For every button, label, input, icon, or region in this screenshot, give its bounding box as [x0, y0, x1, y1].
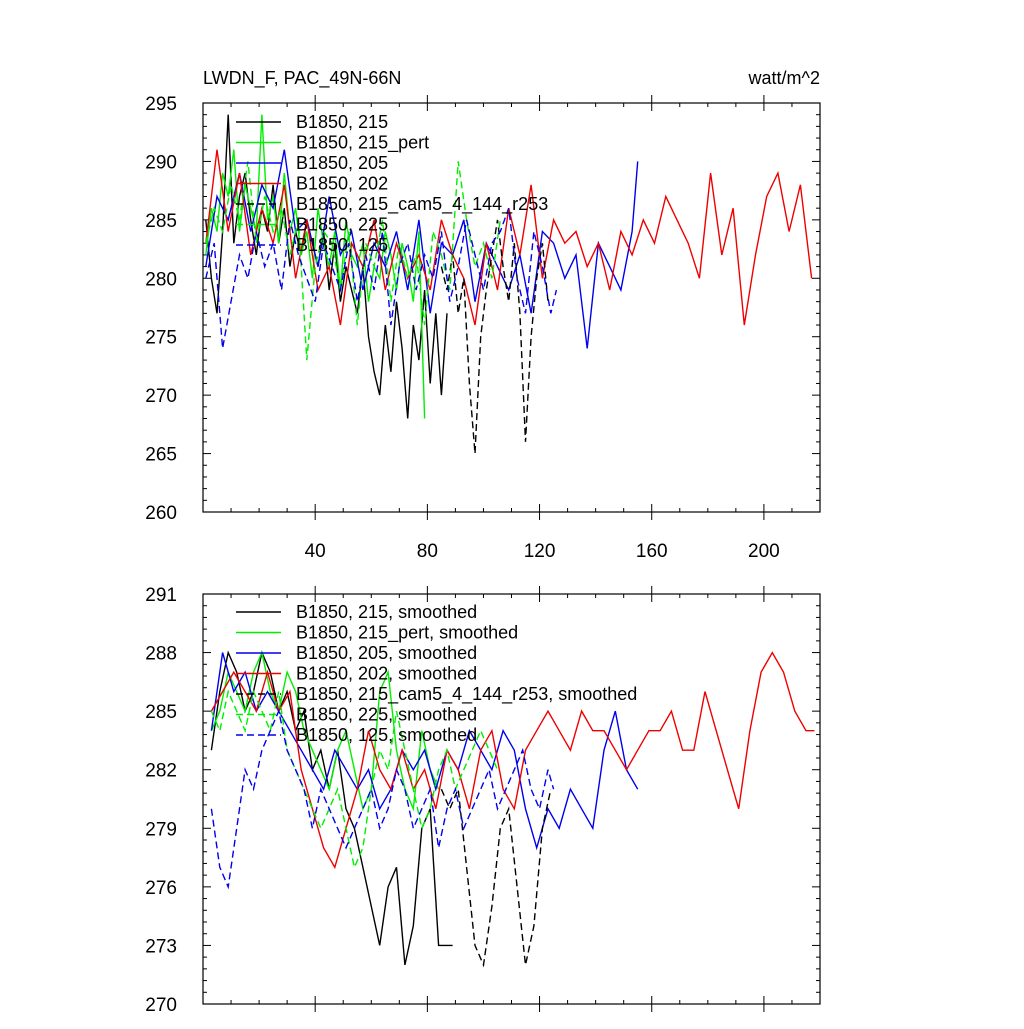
series-line-4: [440, 786, 552, 968]
legend-label: B1850, 205: [296, 153, 388, 173]
legend-label: B1850, 202, smoothed: [296, 664, 477, 684]
legend-label: B1850, 125, smoothed: [296, 725, 477, 745]
series-line-3: [210, 651, 815, 870]
y-tick-label: 295: [145, 94, 177, 115]
x-tick-label: 120: [524, 541, 556, 562]
y-tick-label: 291: [145, 585, 177, 606]
y-tick-label: 280: [145, 269, 177, 290]
legend-label: B1850, 215_cam5_4_144_r253: [296, 194, 548, 215]
y-tick-label: 285: [145, 211, 177, 232]
series-line-2: [205, 149, 639, 349]
chart-panel-top: 40 80 120 160 200 260 265 270 275 280 285 290 295 LWD…: [145, 68, 821, 562]
y-tick-label: 265: [145, 445, 177, 466]
series-line-6: [210, 708, 555, 890]
series-line-1: [210, 650, 440, 812]
legend-label: B1850, 215, smoothed: [296, 602, 477, 622]
series-line-1: [205, 114, 426, 419]
series-line-4: [440, 219, 549, 454]
units-label: watt/m^2: [748, 68, 820, 88]
legend-label: B1850, 125: [296, 235, 388, 255]
x-tick-label: 80: [417, 541, 438, 562]
series-group: [205, 114, 813, 454]
y-tick-label: 273: [145, 936, 177, 957]
series-line-6: [205, 207, 558, 349]
series-line-5: [205, 161, 501, 361]
y-tick-label: 285: [145, 702, 177, 723]
y-tick-label: 282: [145, 761, 177, 782]
y-tick-label: 279: [145, 819, 177, 840]
chart-panel-bottom: 270 273 276 279 282 285 288 291 B1850, 215, smoo…: [145, 585, 821, 1016]
legend-label: B1850, 215_pert: [296, 133, 429, 154]
legend-label: B1850, 215_cam5_4_144_r253, smoothed: [296, 684, 637, 705]
x-tick-label: 40: [305, 541, 326, 562]
x-tick-label: 160: [636, 541, 668, 562]
series-line-0: [205, 114, 448, 419]
legend-label: B1850, 215: [296, 112, 388, 132]
y-tick-label: 270: [145, 386, 177, 407]
legend-label: B1850, 225: [296, 215, 388, 235]
series-line-2: [210, 652, 639, 851]
y-tick-label: 288: [145, 644, 177, 665]
series-group: [210, 650, 815, 968]
y-tick-label: 260: [145, 503, 177, 524]
legend-label: B1850, 205, smoothed: [296, 643, 477, 663]
series-line-5: [210, 689, 499, 870]
y-tick-label: 270: [145, 995, 177, 1016]
legend-label: B1850, 202: [296, 174, 388, 194]
legend-label: B1850, 225, smoothed: [296, 705, 477, 725]
x-tick-label: 200: [748, 541, 780, 562]
y-tick-label: 290: [145, 152, 177, 173]
legend-label: B1850, 215_pert, smoothed: [296, 623, 518, 644]
y-tick-label: 276: [145, 878, 177, 899]
chart-title: LWDN_F, PAC_49N-66N: [203, 68, 401, 89]
y-tick-label: 275: [145, 328, 177, 349]
